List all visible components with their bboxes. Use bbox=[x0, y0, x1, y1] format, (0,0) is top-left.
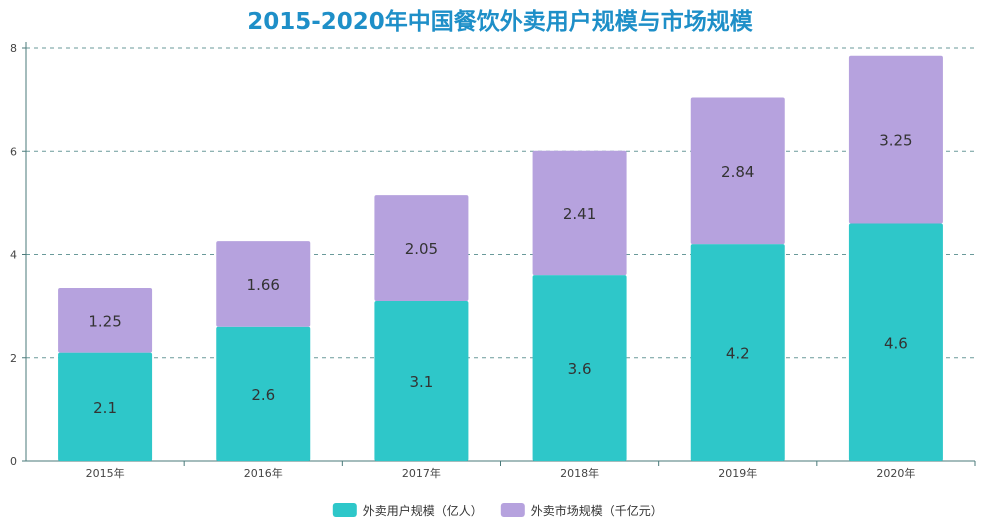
y-tick-label: 0 bbox=[10, 455, 17, 468]
bar-users bbox=[690, 244, 785, 461]
data-label: 2.41 bbox=[563, 205, 596, 223]
x-tick-label: 2018年 bbox=[560, 466, 599, 480]
y-tick-label: 8 bbox=[10, 42, 17, 55]
y-tick-label: 2 bbox=[10, 352, 17, 365]
legend-label: 外卖用户规模（亿人） bbox=[363, 503, 483, 518]
bar-market bbox=[532, 150, 627, 276]
x-tick-label: 2017年 bbox=[402, 466, 441, 480]
data-label: 3.25 bbox=[879, 132, 912, 150]
x-tick-label: 2019年 bbox=[718, 466, 757, 480]
data-label: 2.84 bbox=[721, 163, 754, 181]
bar-market bbox=[216, 241, 311, 327]
bar-users bbox=[216, 326, 311, 461]
data-label: 1.66 bbox=[247, 276, 280, 294]
legend-swatch bbox=[332, 503, 357, 517]
data-label: 3.1 bbox=[409, 373, 433, 391]
bar-users bbox=[374, 300, 469, 461]
bar-market bbox=[848, 55, 943, 224]
data-label: 2.1 bbox=[93, 399, 117, 417]
data-label: 2.6 bbox=[251, 386, 275, 404]
legend-swatch bbox=[500, 503, 525, 517]
data-label: 4.2 bbox=[726, 345, 750, 363]
y-tick-label: 4 bbox=[10, 249, 17, 262]
bar-market bbox=[690, 97, 785, 245]
data-label: 3.6 bbox=[568, 360, 592, 378]
bar-market bbox=[374, 195, 469, 301]
data-label: 2.05 bbox=[405, 240, 438, 258]
x-tick-label: 2015年 bbox=[86, 466, 125, 480]
bar-users bbox=[848, 223, 943, 461]
y-tick-label: 6 bbox=[10, 145, 17, 158]
x-tick-label: 2016年 bbox=[244, 466, 283, 480]
data-label: 1.25 bbox=[88, 312, 121, 330]
x-tick-label: 2020年 bbox=[876, 466, 915, 480]
bar-users bbox=[58, 352, 153, 461]
data-label: 4.6 bbox=[884, 334, 908, 352]
bar-users bbox=[532, 275, 627, 461]
bar-market bbox=[58, 288, 153, 353]
chart-title: 2015-2020年中国餐饮外卖用户规模与市场规模 bbox=[247, 9, 753, 35]
legend-label: 外卖市场规模（千亿元） bbox=[531, 503, 663, 518]
